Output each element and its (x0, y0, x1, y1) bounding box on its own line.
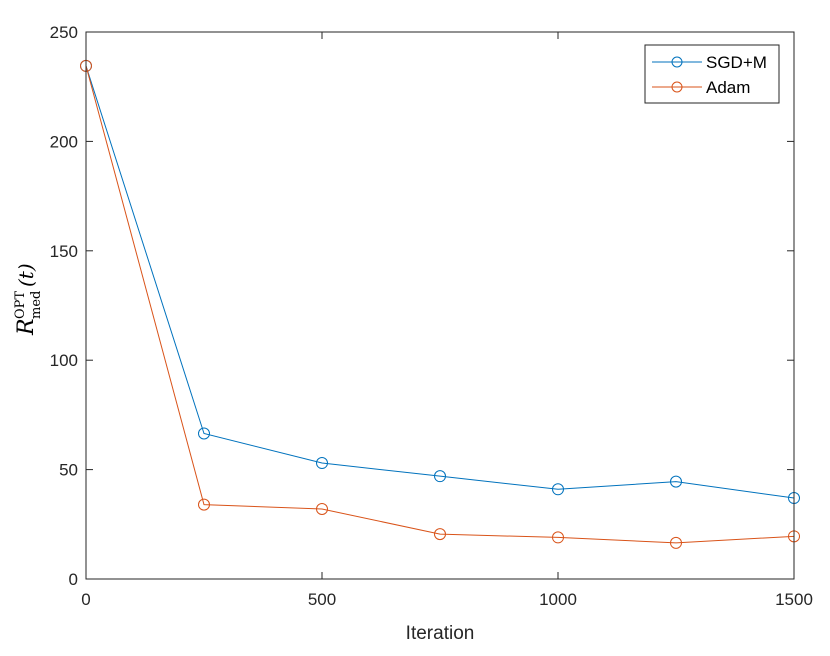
legend-item-0: SGD+M (652, 53, 767, 72)
series-1 (80, 59, 800, 549)
y-label-main: R (14, 318, 39, 336)
y-label-sup: OPT (13, 291, 28, 319)
x-tick-label: 500 (308, 590, 336, 609)
series-line-1 (85, 65, 795, 544)
legend-label-1: Adam (706, 78, 750, 97)
y-tick-label: 150 (50, 242, 78, 261)
y-axis-ticks: 0 50 100 150 200 250 (50, 23, 794, 589)
x-axis-label: Iteration (406, 623, 475, 644)
plot-frame (85, 31, 795, 580)
y-label-arg: (t) (14, 263, 38, 287)
series-point-1 (316, 502, 328, 515)
series-point-1 (552, 531, 564, 544)
series-point-0 (552, 483, 564, 496)
y-tick-label: 50 (59, 461, 78, 480)
svg-text:med: med (29, 291, 44, 319)
legend-marker-0 (671, 56, 683, 68)
series-point-0 (434, 470, 446, 483)
series-layer (80, 59, 800, 549)
y-tick-label: 200 (50, 132, 78, 151)
legend-item-1: Adam (652, 78, 750, 97)
legend-label-0: SGD+M (706, 53, 767, 72)
y-axis-label: R OPT med (t) (13, 263, 44, 336)
y-tick-label: 100 (50, 351, 78, 370)
legend: SGD+M Adam (644, 44, 780, 104)
series-point-0 (198, 427, 210, 440)
x-tick-label: 1000 (539, 590, 577, 609)
series-point-1 (434, 528, 446, 541)
svg-text:OPT: OPT (13, 291, 28, 319)
x-tick-label: 1500 (775, 590, 813, 609)
legend-box (644, 44, 780, 104)
x-tick-label: 0 (81, 590, 90, 609)
series-point-1 (198, 498, 210, 511)
series-point-1 (670, 536, 682, 549)
y-label-sub: med (29, 291, 44, 319)
series-point-0 (316, 457, 328, 470)
series-0 (80, 59, 800, 505)
svg-text:(t): (t) (14, 263, 38, 287)
plot-background (86, 32, 794, 579)
series-line-0 (85, 65, 795, 499)
legend-marker-1 (671, 81, 683, 93)
svg-text:R: R (14, 318, 39, 336)
y-tick-label: 250 (50, 23, 78, 42)
series-point-0 (670, 475, 682, 488)
y-tick-label: 0 (69, 570, 78, 589)
x-axis-ticks: 0 500 1000 1500 (81, 32, 813, 609)
